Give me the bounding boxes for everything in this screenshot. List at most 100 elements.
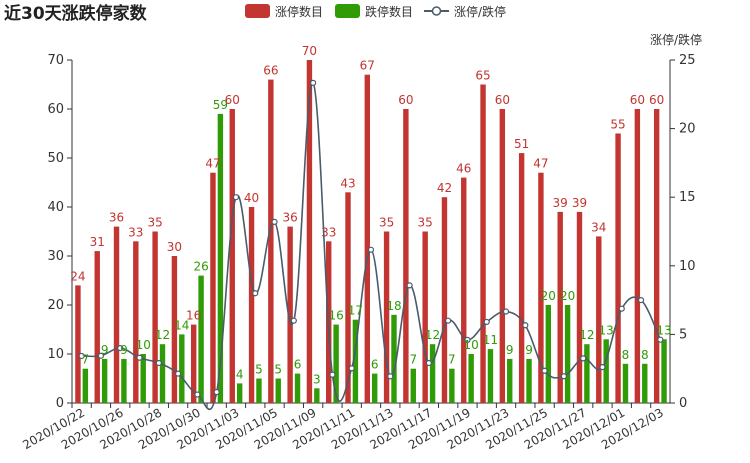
ratio-point[interactable] (290, 317, 297, 324)
ratio-point[interactable] (599, 364, 606, 371)
legend-label-down[interactable]: 跌停数目 (365, 4, 413, 19)
bar-down[interactable] (564, 305, 571, 403)
bar-down[interactable] (333, 324, 339, 403)
bar-down[interactable] (101, 358, 108, 403)
bar-up[interactable] (596, 236, 602, 403)
bar-down[interactable] (236, 383, 243, 403)
bar-up[interactable] (634, 109, 641, 403)
bar-up[interactable] (557, 211, 563, 403)
bar-down[interactable] (410, 368, 416, 403)
bar-up[interactable] (268, 79, 274, 403)
bar-up[interactable] (499, 109, 506, 403)
ratio-point[interactable] (367, 246, 375, 253)
ratio-point[interactable] (637, 297, 645, 304)
ratio-point[interactable] (78, 352, 85, 360)
bar-up[interactable] (441, 197, 448, 403)
ratio-point[interactable] (657, 336, 664, 343)
legend-swatch-up[interactable] (245, 4, 270, 18)
ratio-point[interactable] (464, 336, 471, 343)
bar-down[interactable] (275, 378, 281, 404)
bar-down[interactable] (545, 305, 552, 403)
ratio-point[interactable] (406, 282, 413, 289)
ratio-point[interactable] (155, 359, 162, 367)
ratio-point[interactable] (502, 308, 510, 315)
bar-up[interactable] (229, 109, 235, 403)
bar-up[interactable] (518, 153, 525, 403)
legend-swatch-ratio-marker[interactable] (431, 6, 442, 16)
ratio-point[interactable] (329, 371, 336, 378)
bar-down[interactable] (429, 344, 436, 403)
ratio-point[interactable] (232, 194, 240, 201)
bar-down[interactable] (314, 388, 320, 403)
bar-up[interactable] (615, 133, 621, 404)
bar-up[interactable] (576, 211, 583, 403)
bar-down[interactable] (584, 344, 590, 403)
ratio-point[interactable] (174, 370, 182, 377)
bar-down[interactable] (391, 314, 397, 403)
bar-down[interactable] (372, 373, 378, 403)
bar-down[interactable] (217, 113, 224, 404)
bar-up[interactable] (287, 226, 293, 403)
ratio-point[interactable] (136, 354, 143, 361)
bar-up[interactable] (75, 285, 81, 403)
bar-down[interactable] (159, 344, 166, 403)
bar-down[interactable] (507, 358, 513, 403)
ratio-point[interactable] (425, 359, 432, 367)
bar-up[interactable] (403, 109, 409, 403)
bar-up[interactable] (210, 172, 216, 403)
ratio-point[interactable] (580, 355, 587, 362)
bar-down-label: 6 (294, 358, 302, 372)
bar-down[interactable] (526, 358, 532, 403)
bar-down[interactable] (603, 339, 609, 403)
ratio-point[interactable] (560, 373, 568, 380)
bar-up[interactable] (190, 324, 197, 403)
bar-up[interactable] (364, 74, 370, 403)
ratio-point[interactable] (541, 367, 548, 374)
bar-down[interactable] (449, 368, 455, 403)
bar-down[interactable] (352, 319, 359, 403)
bar-down[interactable] (121, 358, 127, 403)
ratio-point[interactable] (213, 388, 220, 396)
legend-swatch-down[interactable] (335, 4, 360, 18)
ratio-point[interactable] (618, 305, 625, 312)
bar-up[interactable] (422, 231, 428, 404)
bar-up[interactable] (383, 231, 390, 404)
ratio-point[interactable] (97, 352, 105, 359)
bar-down[interactable] (198, 275, 204, 403)
bar-up[interactable] (480, 84, 486, 404)
bar-up[interactable] (538, 172, 544, 403)
bar-up[interactable] (461, 177, 467, 403)
legend-label-up[interactable]: 涨停数目 (275, 4, 323, 19)
bar-up[interactable] (306, 60, 313, 403)
bar-down[interactable] (82, 368, 89, 403)
bar-down[interactable] (294, 373, 301, 403)
ratio-point[interactable] (194, 391, 201, 398)
ratio-point[interactable] (252, 290, 259, 297)
bar-down[interactable] (622, 363, 629, 403)
bar-up[interactable] (171, 256, 178, 403)
ratio-point[interactable] (387, 373, 394, 380)
bar-up[interactable] (113, 226, 120, 403)
bar-down[interactable] (140, 354, 146, 403)
bar-up[interactable] (133, 241, 139, 403)
ratio-point[interactable] (522, 322, 529, 329)
ratio-point[interactable] (445, 317, 452, 324)
bar-down[interactable] (487, 349, 494, 403)
bar-up[interactable] (248, 207, 255, 403)
bar-up[interactable] (152, 231, 158, 404)
ratio-point[interactable] (483, 318, 490, 326)
bar-down[interactable] (468, 354, 474, 403)
bar-down[interactable] (661, 339, 667, 403)
bar-down-label: 26 (193, 260, 208, 274)
ratio-point[interactable] (310, 79, 317, 86)
bar-down[interactable] (256, 378, 262, 404)
bar-down[interactable] (642, 363, 648, 403)
bar-up[interactable] (94, 251, 100, 403)
bar-up[interactable] (345, 192, 351, 403)
bar-down[interactable] (179, 334, 185, 403)
ratio-point[interactable] (271, 218, 278, 225)
legend-label-ratio[interactable]: 涨停/跌停 (454, 4, 506, 19)
bar-up[interactable] (653, 109, 660, 403)
ratio-point[interactable] (117, 345, 124, 352)
ratio-point[interactable] (348, 365, 355, 372)
